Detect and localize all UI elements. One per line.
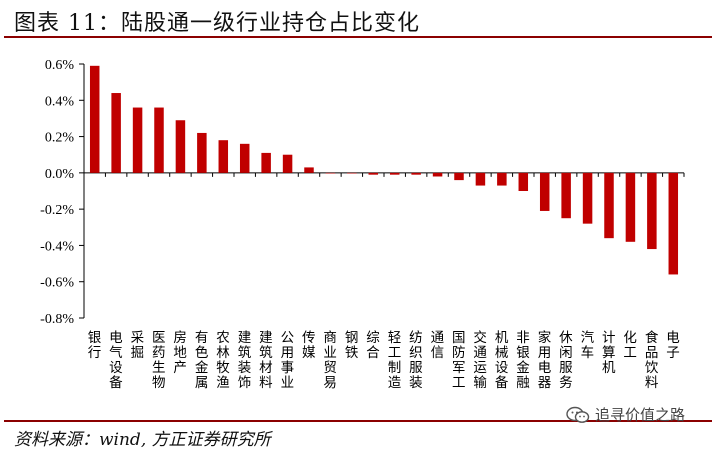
bottom-rule <box>4 420 712 422</box>
category-label: 电子 <box>666 330 680 361</box>
bar-13 <box>347 172 357 174</box>
bar-23 <box>561 172 571 219</box>
bar-15 <box>389 172 400 175</box>
category-label: 汽车 <box>581 330 595 361</box>
category-label: 轻工制造 <box>388 330 402 391</box>
title-rule <box>4 36 712 38</box>
category-label: 交通运输 <box>473 329 487 391</box>
bar-18 <box>454 172 464 181</box>
category-label: 钢铁 <box>345 330 359 361</box>
bar-25 <box>604 172 614 239</box>
y-tick-label: 0.6% <box>45 58 75 73</box>
category-label: 通信 <box>431 330 445 361</box>
category-label: 综合 <box>366 330 380 361</box>
category-label: 食品饮料 <box>645 329 659 391</box>
y-tick-label: -0.4% <box>40 239 74 254</box>
category-label: 建筑材料 <box>259 330 273 391</box>
category-label: 纺织服装 <box>409 330 423 391</box>
category-label: 建筑装饰 <box>238 330 252 391</box>
bar-11 <box>304 167 314 173</box>
bar-8 <box>239 143 250 173</box>
bar-1 <box>89 65 100 173</box>
bar-2 <box>111 93 121 173</box>
bar-12 <box>325 172 336 174</box>
category-label: 银行 <box>88 330 102 361</box>
bar-17 <box>432 172 443 177</box>
category-label: 非银金融 <box>516 330 530 391</box>
category-label: 房地产 <box>173 330 187 376</box>
bar-24 <box>582 172 593 224</box>
chart-title: 图表 11：陆股通一级行业持仓占比变化 <box>14 11 420 36</box>
bar-4 <box>154 107 164 173</box>
watermark-text: 追寻价值之路 <box>595 406 686 424</box>
y-tick-label: -0.2% <box>40 203 74 218</box>
source-note: 资料来源：wind, 方正证券研究所 <box>14 430 271 450</box>
category-label: 有色金属 <box>195 330 209 391</box>
y-tick-label: 0.0% <box>45 167 75 182</box>
category-label: 农林牧渔 <box>216 330 230 391</box>
bar-22 <box>539 172 550 211</box>
category-label: 公用事业 <box>281 330 295 391</box>
bar-21 <box>518 172 529 191</box>
category-label: 商业贸易 <box>323 330 337 391</box>
bar-10 <box>282 154 293 173</box>
y-tick-label: -0.6% <box>40 276 74 291</box>
bar-26 <box>625 172 636 242</box>
bar-7 <box>218 140 229 173</box>
category-label: 传媒 <box>302 330 316 361</box>
category-label: 医药生物 <box>152 330 166 391</box>
category-label: 机械设备 <box>495 330 509 391</box>
category-label: 电气设备 <box>109 330 123 391</box>
y-tick-label: -0.8% <box>40 312 74 327</box>
bar-19 <box>475 172 486 186</box>
bar-chart: 0.6% 0.4% 0.2% 0.0% -0.2% -0.4% -0.6% -0.8% 银行电气… <box>40 58 685 391</box>
bar-3 <box>132 107 143 173</box>
title-bar: 图表 11：陆股通一级行业持仓占比变化 <box>0 0 722 38</box>
category-label: 国防军工 <box>452 330 466 391</box>
bar-16 <box>411 172 421 175</box>
bar-28 <box>668 172 679 275</box>
bar-20 <box>497 172 507 186</box>
wechat-icon <box>566 406 590 423</box>
y-tick-label: 0.4% <box>45 94 75 109</box>
bar-9 <box>261 152 271 173</box>
watermark: 追寻价值之路 <box>566 404 685 425</box>
category-label: 休闲服务 <box>559 330 573 391</box>
bar-6 <box>197 132 207 173</box>
category-label: 家用电器 <box>538 329 552 391</box>
y-tick-label: 0.2% <box>45 131 75 146</box>
bar-5 <box>175 120 186 173</box>
bar-14 <box>368 172 379 175</box>
category-label: 采掘 <box>131 330 145 361</box>
category-label: 化工 <box>623 330 637 361</box>
bar-27 <box>647 172 657 250</box>
category-label: 计算机 <box>602 330 616 376</box>
